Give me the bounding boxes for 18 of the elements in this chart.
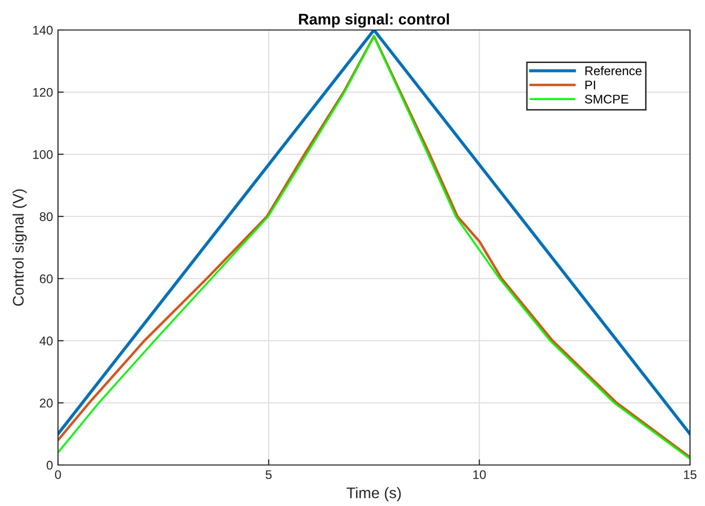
x-axis-title: Time (s): [346, 487, 401, 502]
chart-title: Ramp signal: control: [299, 13, 449, 28]
y-tick-label: 140: [33, 26, 53, 35]
x-tick-label: 15: [684, 470, 696, 480]
x-tick-label: 0: [55, 470, 61, 480]
y-tick-label: 0: [46, 460, 53, 470]
y-tick-label: 20: [40, 398, 53, 408]
y-axis-title: Control signal (V): [12, 189, 27, 306]
y-tick-label: 120: [33, 88, 53, 97]
legend-label: SMCPE: [584, 94, 628, 104]
y-tick-label: 60: [40, 274, 53, 284]
x-tick-label: 10: [473, 470, 486, 480]
y-tick-label: 100: [33, 150, 53, 159]
x-tick-label: 5: [266, 470, 272, 480]
legend-label: PI: [585, 80, 596, 90]
legend-label: Reference: [585, 66, 642, 76]
y-tick-label: 40: [40, 336, 53, 346]
y-tick-label: 80: [40, 212, 53, 222]
